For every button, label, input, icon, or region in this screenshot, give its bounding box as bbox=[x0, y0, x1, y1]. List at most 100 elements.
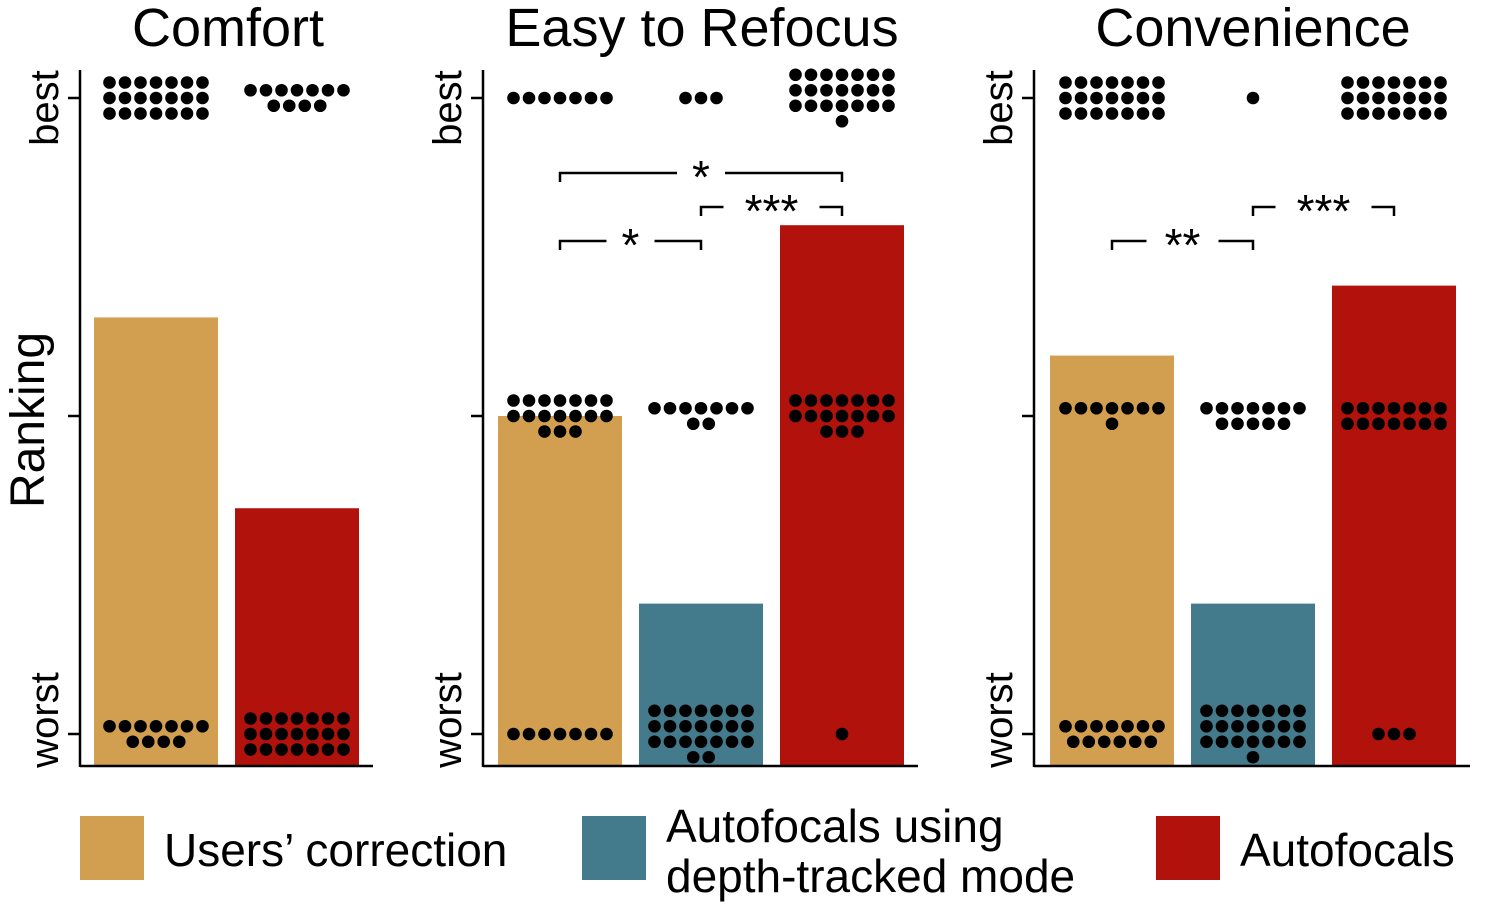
response-dot bbox=[321, 743, 335, 756]
response-dot bbox=[1418, 107, 1432, 120]
response-dot bbox=[710, 704, 723, 718]
response-dot bbox=[569, 409, 582, 423]
response-dot bbox=[290, 83, 304, 97]
response-dot bbox=[1262, 704, 1275, 718]
response-dot bbox=[1200, 735, 1213, 749]
response-dot bbox=[553, 425, 567, 438]
response-dot bbox=[725, 735, 739, 749]
significance-bracket bbox=[558, 239, 607, 250]
response-dot bbox=[1246, 750, 1260, 764]
response-dot bbox=[1128, 735, 1142, 749]
legend-label-users-correction: Users’ correction bbox=[164, 824, 508, 876]
response-dot bbox=[584, 91, 598, 105]
response-dot bbox=[663, 704, 677, 718]
response-dot bbox=[1136, 107, 1150, 120]
y-axis-title: Ranking bbox=[2, 332, 55, 508]
response-dot bbox=[1372, 417, 1385, 431]
response-dot bbox=[702, 417, 716, 431]
response-dot bbox=[553, 394, 567, 407]
response-dot bbox=[165, 107, 178, 120]
response-dot bbox=[1105, 107, 1119, 120]
response-dot bbox=[679, 719, 692, 733]
response-dot bbox=[1341, 91, 1354, 105]
response-dot bbox=[648, 719, 661, 733]
response-dot bbox=[1152, 91, 1165, 105]
response-dot bbox=[1231, 401, 1244, 415]
response-dot bbox=[118, 91, 132, 105]
response-dot bbox=[1356, 76, 1370, 89]
significance-label: *** bbox=[1297, 185, 1351, 237]
response-dot bbox=[1403, 401, 1416, 415]
response-dot bbox=[1246, 417, 1260, 431]
response-dot bbox=[337, 743, 350, 756]
response-dot bbox=[882, 394, 895, 407]
response-dot bbox=[1152, 76, 1165, 89]
response-dot bbox=[882, 83, 895, 97]
response-dot bbox=[1136, 719, 1150, 733]
response-dot bbox=[1059, 719, 1072, 733]
response-dot bbox=[1231, 417, 1244, 431]
significance-label: * bbox=[692, 151, 710, 203]
response-dot bbox=[600, 727, 613, 741]
response-dot bbox=[663, 401, 677, 415]
response-dot bbox=[1152, 401, 1165, 415]
response-dot bbox=[789, 83, 802, 97]
response-dot bbox=[1231, 704, 1244, 718]
response-dot bbox=[835, 727, 849, 741]
response-dot bbox=[553, 91, 567, 105]
response-dot bbox=[1387, 91, 1401, 105]
response-dot bbox=[1356, 417, 1370, 431]
response-dot bbox=[694, 735, 708, 749]
response-dot bbox=[149, 91, 163, 105]
response-dot bbox=[1121, 91, 1134, 105]
response-dot bbox=[321, 83, 335, 97]
response-dot bbox=[165, 719, 178, 733]
response-dot bbox=[507, 409, 520, 423]
response-dot bbox=[290, 712, 304, 725]
response-dot bbox=[313, 99, 327, 113]
response-dot bbox=[126, 735, 140, 749]
response-dot bbox=[694, 719, 708, 733]
response-dot bbox=[118, 107, 132, 120]
response-dot bbox=[679, 704, 692, 718]
response-dot bbox=[1372, 107, 1385, 120]
response-dot bbox=[1403, 417, 1416, 431]
response-dot bbox=[1372, 91, 1385, 105]
legend-label-autofocals: Autofocals bbox=[1240, 824, 1455, 876]
response-dot bbox=[538, 425, 551, 438]
response-dot bbox=[1200, 401, 1213, 415]
response-dot bbox=[1434, 107, 1447, 120]
response-dot bbox=[1090, 107, 1103, 120]
response-dot bbox=[1403, 727, 1416, 741]
response-dot bbox=[820, 99, 833, 113]
response-dot bbox=[679, 401, 692, 415]
response-dot bbox=[1277, 401, 1291, 415]
response-dot bbox=[538, 394, 551, 407]
response-dot bbox=[1215, 719, 1229, 733]
response-dot bbox=[584, 409, 598, 423]
response-dot bbox=[663, 719, 677, 733]
response-dot bbox=[1152, 107, 1165, 120]
response-dot bbox=[196, 107, 209, 120]
response-dot bbox=[321, 712, 335, 725]
response-dot bbox=[1277, 704, 1291, 718]
response-dot bbox=[1418, 417, 1432, 431]
response-dot bbox=[804, 83, 818, 97]
response-dot bbox=[600, 91, 613, 105]
response-dot bbox=[1105, 719, 1119, 733]
response-dot bbox=[702, 750, 716, 764]
response-dot bbox=[820, 394, 833, 407]
response-dot bbox=[1277, 735, 1291, 749]
response-dot bbox=[1059, 401, 1072, 415]
response-dot bbox=[851, 394, 864, 407]
response-dot bbox=[569, 425, 582, 438]
response-dot bbox=[1277, 417, 1291, 431]
response-dot bbox=[694, 704, 708, 718]
response-dot bbox=[172, 735, 186, 749]
panel-title-comfort: Comfort bbox=[132, 0, 324, 58]
response-dot bbox=[1356, 107, 1370, 120]
bar-autofocals bbox=[780, 225, 904, 766]
response-dot bbox=[1418, 91, 1432, 105]
response-dot bbox=[882, 99, 895, 113]
